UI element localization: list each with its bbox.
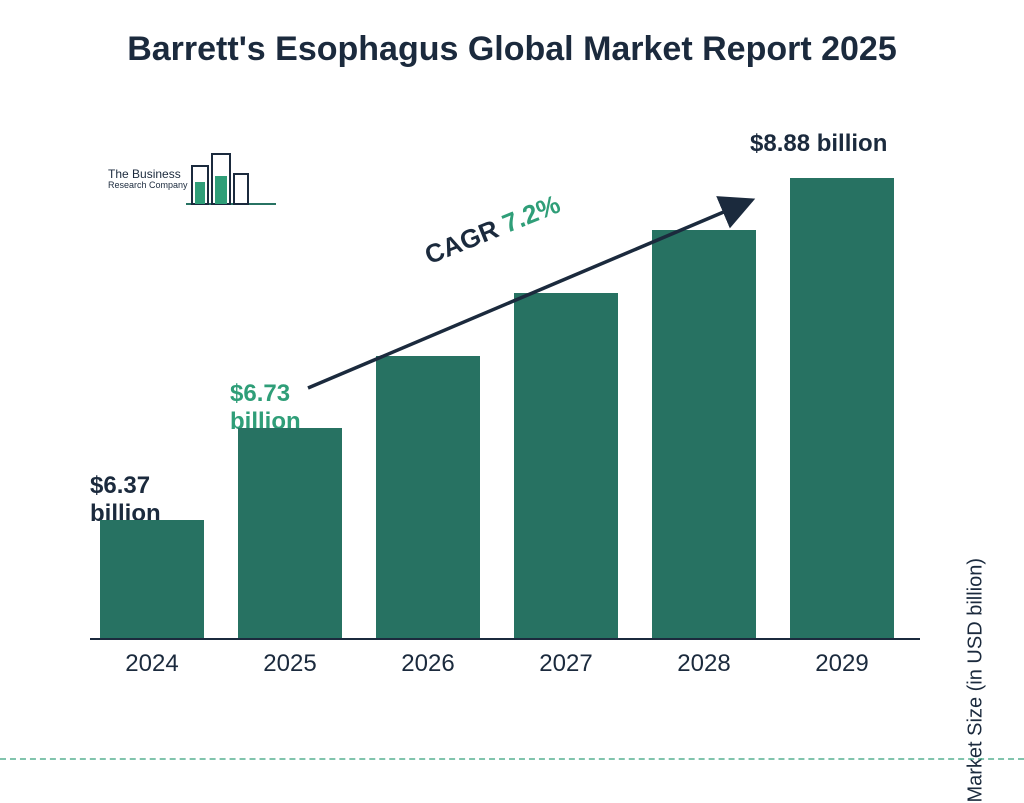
x-axis-baseline — [90, 638, 920, 640]
bottom-divider — [0, 758, 1024, 760]
value-label-2025: $6.73billion — [230, 380, 370, 435]
x-label-2025: 2025 — [238, 650, 342, 678]
chart-title: Barrett's Esophagus Global Market Report… — [0, 28, 1024, 71]
bar-2026 — [376, 356, 480, 638]
x-label-2028: 2028 — [652, 650, 756, 678]
bar-2028 — [652, 230, 756, 638]
x-label-2029: 2029 — [790, 650, 894, 678]
bar-2027 — [514, 293, 618, 638]
bar-2024 — [100, 520, 204, 638]
x-label-2024: 2024 — [100, 650, 204, 678]
bar-2025 — [238, 428, 342, 638]
bar-2029 — [790, 178, 894, 638]
value-label-2029: $8.88 billion — [750, 130, 950, 158]
x-label-2027: 2027 — [514, 650, 618, 678]
y-axis-label: Market Size (in USD billion) — [965, 558, 988, 803]
value-label-2024: $6.37billion — [90, 472, 230, 527]
x-label-2026: 2026 — [376, 650, 480, 678]
